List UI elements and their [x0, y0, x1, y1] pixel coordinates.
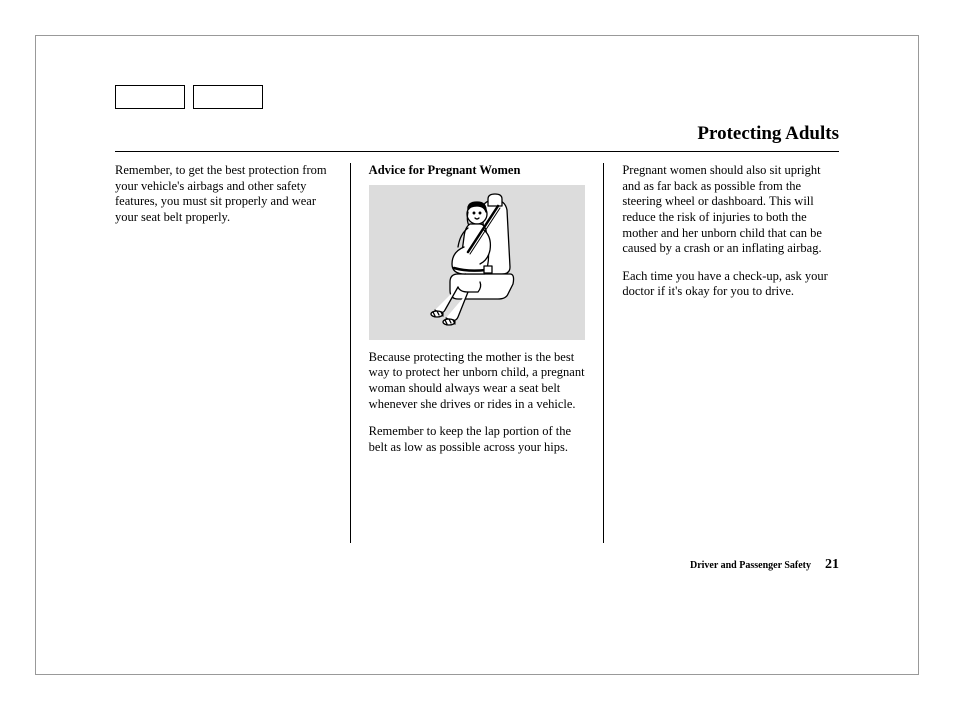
- content-columns: Remember, to get the best protection fro…: [115, 163, 839, 543]
- col1-paragraph-1: Remember, to get the best protection fro…: [115, 163, 332, 226]
- reference-boxes: [115, 85, 263, 109]
- column-1: Remember, to get the best protection fro…: [115, 163, 350, 543]
- pregnant-woman-seatbelt-illustration: [369, 185, 586, 340]
- col2-paragraph-2: Remember to keep the lap portion of the …: [369, 424, 586, 455]
- reference-box-2: [193, 85, 263, 109]
- footer-section-label: Driver and Passenger Safety: [690, 560, 811, 571]
- page-header: Protecting Adults: [115, 123, 839, 152]
- reference-box-1: [115, 85, 185, 109]
- col3-paragraph-1: Pregnant women should also sit upright a…: [622, 163, 839, 257]
- footer-page-number: 21: [825, 557, 839, 573]
- col3-paragraph-2: Each time you have a check-up, ask your …: [622, 269, 839, 300]
- column-3: Pregnant women should also sit upright a…: [604, 163, 839, 543]
- column-2: Advice for Pregnant Women: [350, 163, 605, 543]
- page-content: Protecting Adults Remember, to get the b…: [35, 35, 919, 675]
- col2-heading: Advice for Pregnant Women: [369, 163, 586, 179]
- page-title: Protecting Adults: [697, 123, 839, 144]
- page-footer: Driver and Passenger Safety 21: [690, 557, 839, 573]
- col2-paragraph-1: Because protecting the mother is the bes…: [369, 350, 586, 413]
- seatbelt-figure-icon: [410, 192, 545, 332]
